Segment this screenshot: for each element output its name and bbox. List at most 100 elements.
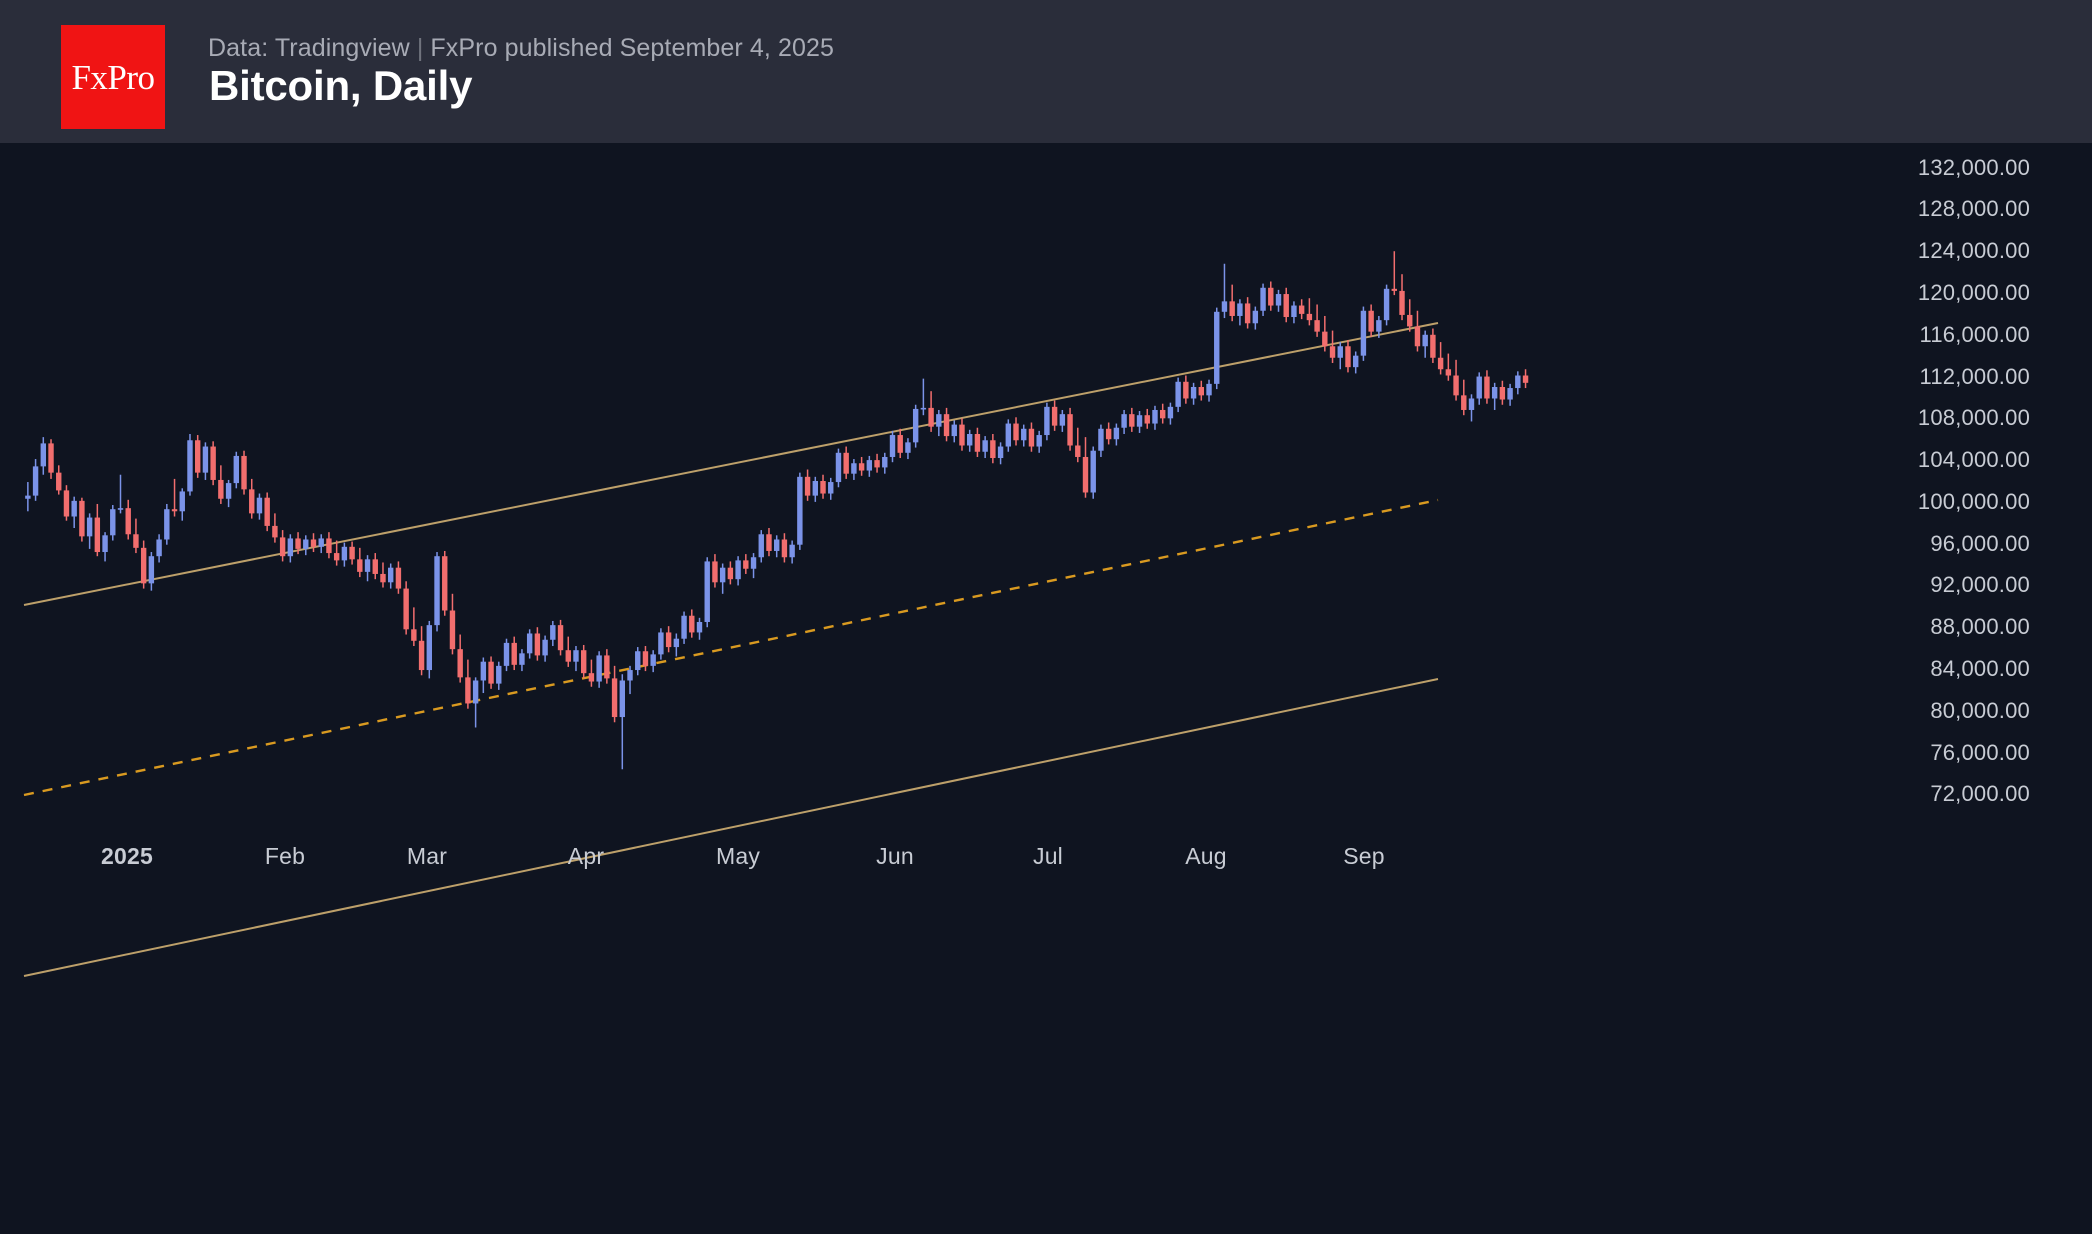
candle-body-bearish [534, 633, 541, 656]
candle-body-bearish [1105, 428, 1112, 440]
candle-body-bearish [411, 629, 417, 641]
candle-body-bullish [117, 508, 124, 510]
candle-body-bearish [1082, 456, 1089, 493]
fxpro-logo: FxPro [61, 25, 165, 129]
candle-wick [119, 474, 122, 514]
candle-body-bullish [256, 497, 263, 514]
candle-body-bullish [1005, 423, 1011, 447]
candle-body-bearish [349, 546, 355, 560]
candle-body-bearish [1268, 287, 1274, 306]
candle-body-bearish [133, 534, 139, 548]
candle-body-bearish [1314, 320, 1320, 332]
candle-body-bearish [1129, 414, 1135, 427]
candle-body-bullish [1337, 346, 1343, 358]
candlestick-plot[interactable] [0, 143, 1920, 1234]
candle-body-bullish [1098, 428, 1104, 451]
candle-body-bearish [1461, 395, 1467, 410]
candle-body-bullish [866, 460, 873, 471]
chart-body: 2025 Feb Mar Apr May Jun Jul Aug Sep 132,000.00 1… [0, 143, 2092, 1234]
candle-body-bullish [86, 517, 93, 537]
candle-body-bearish [689, 615, 695, 633]
candle-body-bullish [110, 509, 116, 536]
candle-body-bullish [1237, 303, 1243, 316]
candle-body-bullish [40, 443, 46, 467]
candle-body-bullish [1206, 383, 1212, 396]
candle-body-bearish [442, 556, 448, 611]
price-tick-label: 100,000.00 [1917, 488, 2030, 514]
candle-series-layer [25, 251, 1529, 770]
candle-body-bullish [1491, 387, 1498, 399]
source-attribution: Data: Tradingview | FxPro published Septem… [208, 34, 834, 63]
candle-body-bullish [1515, 375, 1521, 389]
price-axis[interactable]: 132,000.00 128,000.00 124,000.00 120,000.00… [1917, 143, 2092, 1234]
candle-body-bearish [1229, 301, 1235, 316]
candle-body-bullish [1275, 294, 1282, 306]
candle-body-bullish [573, 650, 579, 662]
candle-body-bearish [218, 479, 224, 499]
candle-body-bearish [1345, 346, 1351, 368]
channel-midline [23, 498, 1439, 797]
candle-body-bullish [1360, 310, 1367, 356]
candle-body-bullish [789, 544, 795, 558]
candle-body-bearish [1283, 294, 1289, 318]
candle-body-bearish [642, 651, 649, 666]
price-tick-label: 92,000.00 [1930, 572, 2030, 598]
candle-body-bearish [1075, 445, 1081, 457]
candle-body-bullish [426, 625, 432, 671]
candle-body-bearish [457, 649, 463, 678]
price-tick-label: 128,000.00 [1917, 196, 2030, 222]
candle-body-bullish [735, 560, 741, 580]
candle-body-bullish [596, 655, 602, 682]
candle-body-bullish [696, 622, 703, 633]
candle-body-bullish [704, 561, 710, 622]
candle-body-bullish [774, 539, 780, 551]
price-tick-label: 76,000.00 [1930, 739, 2030, 765]
candle-body-bearish [712, 561, 718, 583]
candle-body-bullish [542, 639, 548, 656]
candle-body-bearish [1522, 375, 1529, 383]
candle-body-bullish [1036, 435, 1042, 447]
candle-body-bearish [843, 452, 849, 474]
candle-body-bearish [48, 443, 54, 473]
candle-body-bullish [179, 491, 185, 512]
candle-body-bearish [1391, 288, 1397, 291]
candle-body-bullish [951, 424, 957, 437]
candle-body-bullish [828, 482, 834, 494]
price-tick-label: 116,000.00 [1919, 321, 2030, 347]
candle-body-bearish [1453, 375, 1459, 396]
candle-body-bullish [164, 509, 170, 540]
candle-body-bearish [1198, 387, 1204, 396]
candle-wick [173, 478, 176, 517]
candle-body-bullish [503, 642, 510, 666]
candle-body-bearish [449, 610, 456, 650]
candle-body-bearish [565, 650, 571, 662]
candle-body-bearish [766, 534, 772, 551]
candle-body-bearish [56, 472, 62, 491]
candle-body-bullish [982, 440, 988, 452]
candle-body-bearish [581, 650, 587, 674]
candle-body-bullish [1136, 415, 1143, 427]
candle-body-bearish [1484, 376, 1490, 399]
candle-body-bullish [233, 455, 239, 484]
candle-body-bullish [681, 615, 687, 639]
candle-body-bearish [1244, 303, 1251, 324]
candle-body-bullish [1353, 355, 1359, 368]
candle-body-bullish [496, 665, 502, 684]
source-separator: | [416, 34, 424, 62]
candle-body-bearish [1183, 381, 1189, 399]
candle-body-bullish [388, 567, 394, 583]
candle-body-bearish [395, 567, 402, 589]
candle-body-bullish [1059, 414, 1066, 426]
candle-body-bullish [1422, 334, 1428, 347]
price-tick-label: 104,000.00 [1917, 447, 2030, 473]
candle-body-bullish [1291, 305, 1297, 318]
candle-body-bearish [1322, 331, 1328, 347]
candle-body-bearish [1399, 290, 1405, 315]
price-tick-label: 88,000.00 [1930, 614, 2030, 640]
candle-body-bearish [357, 559, 363, 572]
candle-body-bearish [372, 559, 378, 574]
candle-body-bullish [341, 546, 348, 561]
candle-body-bearish [557, 625, 564, 651]
candle-body-bearish [781, 539, 788, 558]
candle-body-bullish [1260, 287, 1266, 311]
